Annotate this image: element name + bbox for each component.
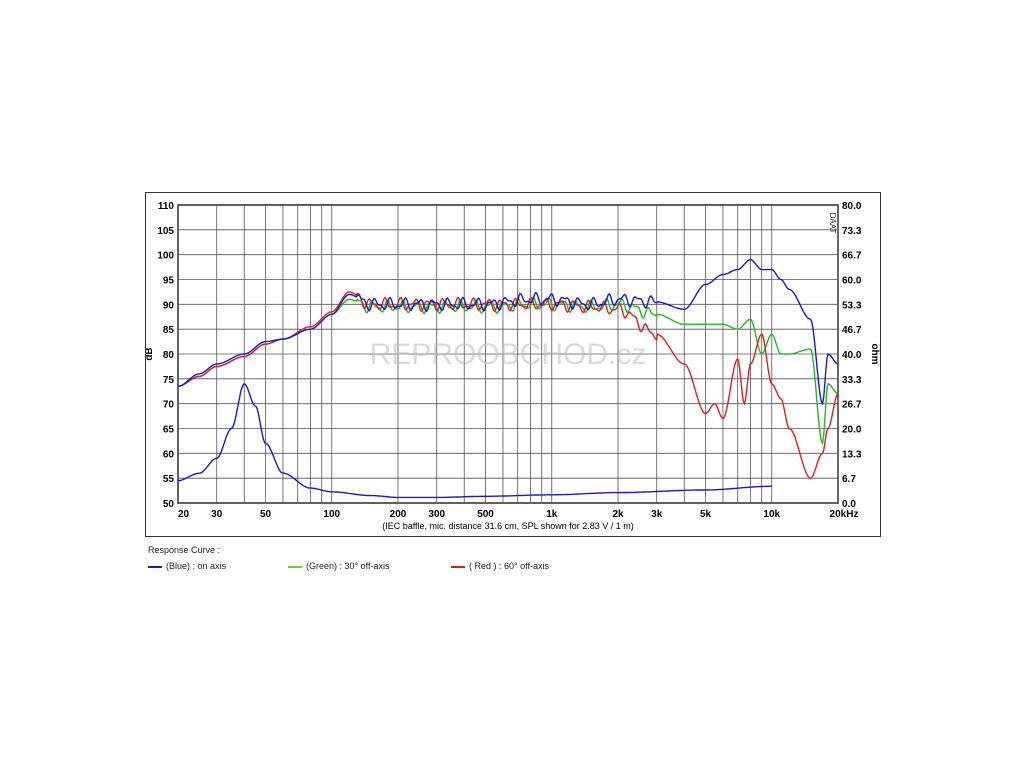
y-tick-label-left: 85 [163,325,175,336]
y-tick-label-left: 65 [163,425,175,436]
y-tick-label-left: 95 [163,276,175,287]
legend-item-green: (Green) : 30° off-axis [288,561,389,571]
x-tick-label: 10k [763,509,780,520]
x-tick-label: 30 [211,509,223,520]
watermark-text: REPROOBCHOD.cz [370,338,647,371]
y-tick-label-left: 55 [163,474,175,485]
y-tick-label-right: 20.0 [842,425,862,436]
y-tick-label-right: 66.7 [842,251,862,262]
legend-label-red: ( Red ) : 60° off-axis [469,561,549,571]
grid [177,204,839,504]
y-tick-label-right: 0.0 [842,499,856,510]
y-tick-label-left: 75 [163,375,175,386]
y-tick-label-right: 6.7 [842,474,856,485]
y-tick-label-right: 73.3 [842,226,862,237]
y-axis-label-right: ohm [869,343,880,364]
y-tick-label-left: 100 [157,251,174,262]
y-tick-label-left: 60 [163,449,175,460]
x-tick-label: 100 [323,509,340,520]
y-tick-label-left: 105 [157,226,174,237]
x-tick-label: 200 [390,509,407,520]
legend-title: Response Curve : [148,545,221,555]
frequency-response-chart: REPROOBCHOD.cz 110 105 100 95 90 85 80 75 70 65 60… [146,201,880,531]
y-tick-label-right: 33.3 [842,375,862,386]
x-tick-label: 50 [260,509,272,520]
y-tick-label-right: 46.7 [842,325,862,336]
x-tick-label: 300 [428,509,445,520]
x-tick-label: 500 [477,509,494,520]
y-tick-label-left: 90 [163,300,175,311]
chart-frame: REPROOBCHOD.cz 110 105 100 95 90 85 80 75 70 65 60… [145,192,881,571]
y-tick-label-left: 50 [163,499,175,510]
x-tick-label: 5k [700,509,712,520]
legend-label-green: (Green) : 30° off-axis [306,561,390,571]
x-tick-label: 1k [546,509,558,520]
x-axis-caption: (IEC baffle, mic. distance 31.6 cm, SPL … [382,521,634,531]
x-tick-label: 3k [651,509,663,520]
legend-swatch-green [288,565,302,568]
y-tick-label-right: 60.0 [842,276,862,287]
watermark: REPROOBCHOD.cz [370,338,647,371]
x-tick-label: 2k [612,509,624,520]
series-line [178,382,772,499]
y-tick-label-left: 80 [163,350,175,361]
y-axis-label-right-top: DAAT [828,213,837,234]
x-tick-label: 20 [178,509,190,520]
y-tick-label-right: 40.0 [842,350,862,361]
legend-item-blue: (Blue) : on axis [148,561,226,571]
y-tick-label-right: 13.3 [842,449,862,460]
y-axis-label-left: dB [146,347,155,360]
series-line [177,258,839,406]
y-tick-label-left: 70 [163,400,175,411]
y-tick-label-right: 53.3 [842,300,862,311]
x-tick-label: 20kHz [830,509,859,520]
legend-swatch-red [451,565,465,568]
y-tick-label-right: 26.7 [842,400,862,411]
y-tick-label-right: 80.0 [842,201,862,212]
y-tick-label-left: 110 [158,201,175,212]
series-group [177,258,839,499]
legend-item-red: ( Red ) : 60° off-axis [451,561,549,571]
legend-label-blue: (Blue) : on axis [166,561,227,571]
legend-swatch-blue [148,565,162,568]
axes: 110 105 100 95 90 85 80 75 70 65 60 55 50 80.0 73.3 66.… [146,201,880,531]
